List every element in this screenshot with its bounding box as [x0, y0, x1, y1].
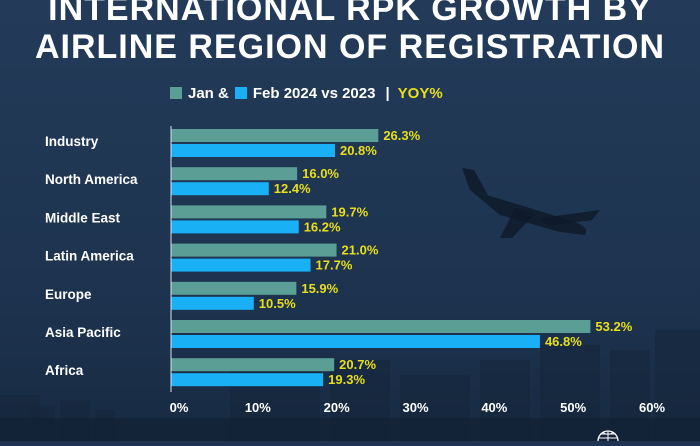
category-labels: Industry North America Middle East Latin Am… — [45, 134, 138, 378]
x-tick-label: 30% — [402, 400, 428, 415]
bar-latin-america-feb — [171, 258, 311, 272]
x-tick-label: 0% — [170, 400, 189, 415]
ground-strip — [0, 418, 700, 441]
legend: Jan & Feb 2024 vs 2023 | YOY% — [170, 84, 443, 102]
legend-separator: | — [385, 84, 390, 102]
x-tick-label: 50% — [560, 400, 586, 415]
plane-tail — [462, 168, 488, 195]
plane-wing — [500, 208, 535, 238]
bar-industry-jan — [171, 129, 379, 142]
value-label-latin-america-feb: 17.7% — [316, 258, 353, 273]
airplane-silhouette — [462, 168, 600, 238]
plane-wing-far — [540, 210, 600, 226]
category-label-africa: Africa — [45, 363, 84, 378]
value-label-north-america-jan: 16.0% — [302, 166, 339, 181]
bar-latin-america-jan — [171, 243, 337, 257]
category-label-middle-east: Middle East — [45, 210, 121, 225]
legend-yoy-label: YOY% — [397, 84, 443, 102]
x-tick-label: 60% — [639, 400, 665, 415]
value-labels: 26.3% 20.8%16.0%12.4% 19.7%16.2%21.0%17.7%… — [259, 128, 633, 387]
category-label-asia-pacific: Asia Pacific — [45, 325, 121, 340]
x-tick-label: 40% — [481, 400, 507, 415]
chart-title-line-2: AIRLINE REGION OF REGISTRATION — [34, 28, 666, 66]
x-axis-tick-labels: 0% 10% 20% 30% 40% 50% 60% — [170, 400, 666, 415]
chart-title-line-1: INTERNATIONAL RPK GROWTH BY — [48, 0, 652, 28]
bar-north-america-jan — [171, 167, 298, 181]
chart-title: INTERNATIONAL RPK GROWTH BY AIRLINE REGI… — [0, 0, 700, 66]
legend-label-feb: Feb 2024 vs 2023 — [252, 84, 376, 102]
legend-item-jan: Jan & — [170, 85, 229, 102]
globe-logo-icon — [597, 428, 619, 446]
legend-swatch-feb — [234, 87, 247, 99]
value-label-north-america-feb: 12.4% — [274, 181, 311, 196]
bar-africa-feb — [171, 373, 324, 387]
bar-north-america-feb — [171, 182, 269, 196]
legend-swatch-jan — [170, 87, 182, 99]
x-tick-label: 10% — [245, 400, 271, 415]
value-label-europe-feb: 10.5% — [259, 296, 296, 311]
bar-europe-feb — [171, 296, 254, 310]
value-label-latin-america-jan: 21.0% — [342, 243, 379, 258]
bar-middle-east-feb — [171, 220, 299, 234]
value-label-europe-jan: 15.9% — [301, 281, 338, 296]
bar-asia-pacific-jan — [171, 320, 591, 333]
value-label-industry-jan: 26.3% — [383, 128, 420, 143]
category-label-north-america: North America — [45, 172, 138, 187]
category-label-latin-america: Latin America — [45, 249, 134, 264]
bar-middle-east-jan — [171, 205, 327, 219]
bar-africa-jan — [171, 358, 335, 372]
bars-group — [170, 126, 591, 392]
category-label-industry: Industry — [45, 134, 99, 149]
legend-item-feb: Feb 2024 vs 2023 — [234, 84, 376, 102]
x-tick-label: 20% — [324, 400, 350, 415]
bar-europe-jan — [171, 281, 297, 295]
value-label-africa-jan: 20.7% — [339, 357, 376, 372]
value-label-asia-pacific-jan: 53.2% — [595, 319, 632, 334]
value-label-asia-pacific-feb: 46.8% — [545, 334, 582, 349]
bar-industry-feb — [171, 144, 335, 157]
value-label-middle-east-jan: 19.7% — [331, 204, 368, 219]
category-label-europe: Europe — [45, 287, 92, 302]
bar-asia-pacific-feb — [171, 335, 540, 348]
legend-label-jan: Jan & — [188, 84, 229, 102]
value-label-africa-feb: 19.3% — [328, 372, 365, 387]
value-label-industry-feb: 20.8% — [340, 143, 377, 158]
value-label-middle-east-feb: 16.2% — [304, 219, 341, 234]
